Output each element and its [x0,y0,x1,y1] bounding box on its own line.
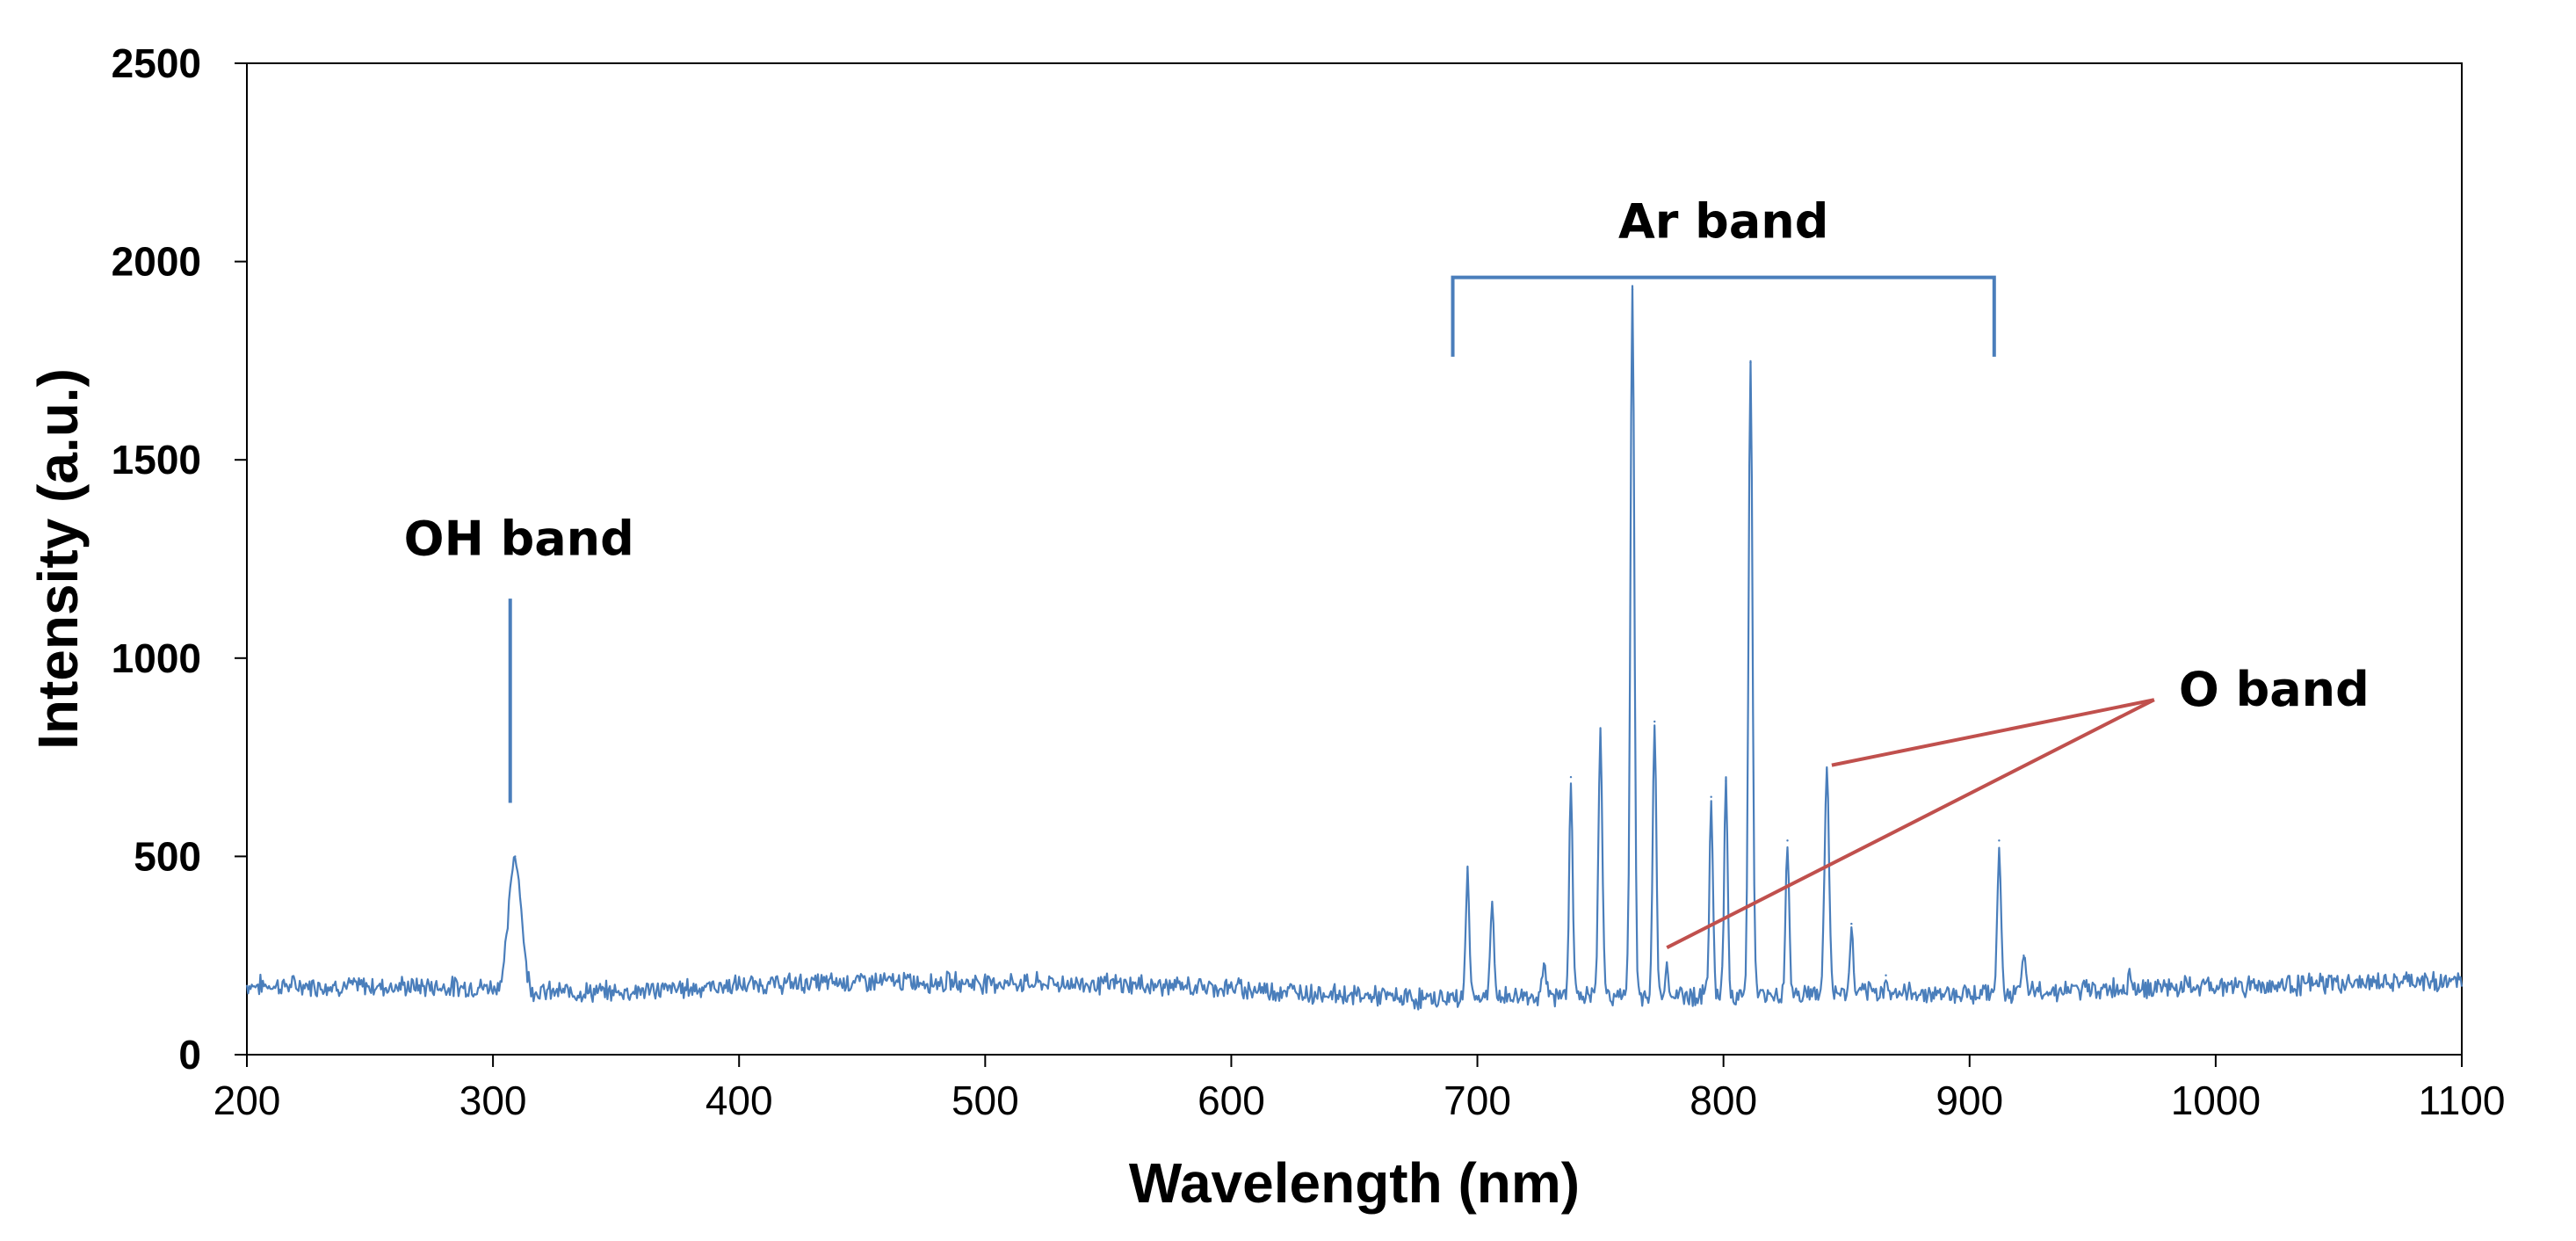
peak-point [1998,839,2001,842]
peak-point [1466,867,1469,870]
peak-point [1491,903,1494,905]
peak-point [1826,767,1828,771]
o-band-pointer [1666,698,2155,949]
o-band-pointer [1831,698,2155,767]
x-tick-label: 1000 [2171,1078,2261,1123]
peak-point [1850,922,1853,925]
peak-point [1653,720,1656,723]
x-tick-label: 300 [459,1078,527,1123]
x-tick-label: 700 [1444,1078,1511,1123]
series-group [245,285,2464,1011]
peak-point [1542,962,1545,965]
y-axis-title: Intensity (a.u.) [26,368,90,750]
y-tick-label: 1000 [112,635,201,681]
ar-band-label: Ar band [1618,194,1828,250]
peak-point [1725,780,1727,782]
peak-point [2128,968,2131,971]
plot-area [246,62,2463,1056]
x-tick-label: 600 [1198,1078,1265,1123]
peak-point [2022,954,2025,957]
y-tick-label: 1500 [112,437,201,483]
x-tick-label: 500 [952,1078,1019,1123]
x-axis-title: Wavelength (nm) [1129,1151,1580,1215]
x-tick-label: 400 [706,1078,773,1123]
x-tick-label: 200 [213,1078,281,1123]
oh-band-label: OH band [404,511,634,566]
x-tick-label: 800 [1690,1078,1757,1123]
peak-point [1666,962,1668,965]
axis-ticks: 200 300 400 500 600 700 800 900 1000 1100 0 500 1000… [112,40,2506,1123]
peak-point [1749,361,1752,364]
ar-band-bracket [1451,275,1996,357]
peak-point [1599,736,1602,739]
x-tick-label: 1100 [2419,1078,2506,1123]
plot-frame [246,62,2463,1056]
annotations: OH band Ar band O band [404,194,2370,949]
o-band-label: O band [2179,662,2370,717]
y-tick-label: 0 [178,1032,201,1078]
peak-point [514,855,517,858]
x-tick-label: 900 [1936,1078,2003,1123]
peak-point [1885,974,1887,976]
y-tick-label: 500 [134,833,201,879]
y-tick-label: 2000 [112,239,201,285]
peak-point [1631,287,1634,291]
y-tick-label: 2500 [112,40,201,86]
spectrum-line [245,285,2464,1011]
peak-point [1569,775,1573,779]
peak-point [1786,839,1789,842]
peak-point [1710,795,1712,798]
